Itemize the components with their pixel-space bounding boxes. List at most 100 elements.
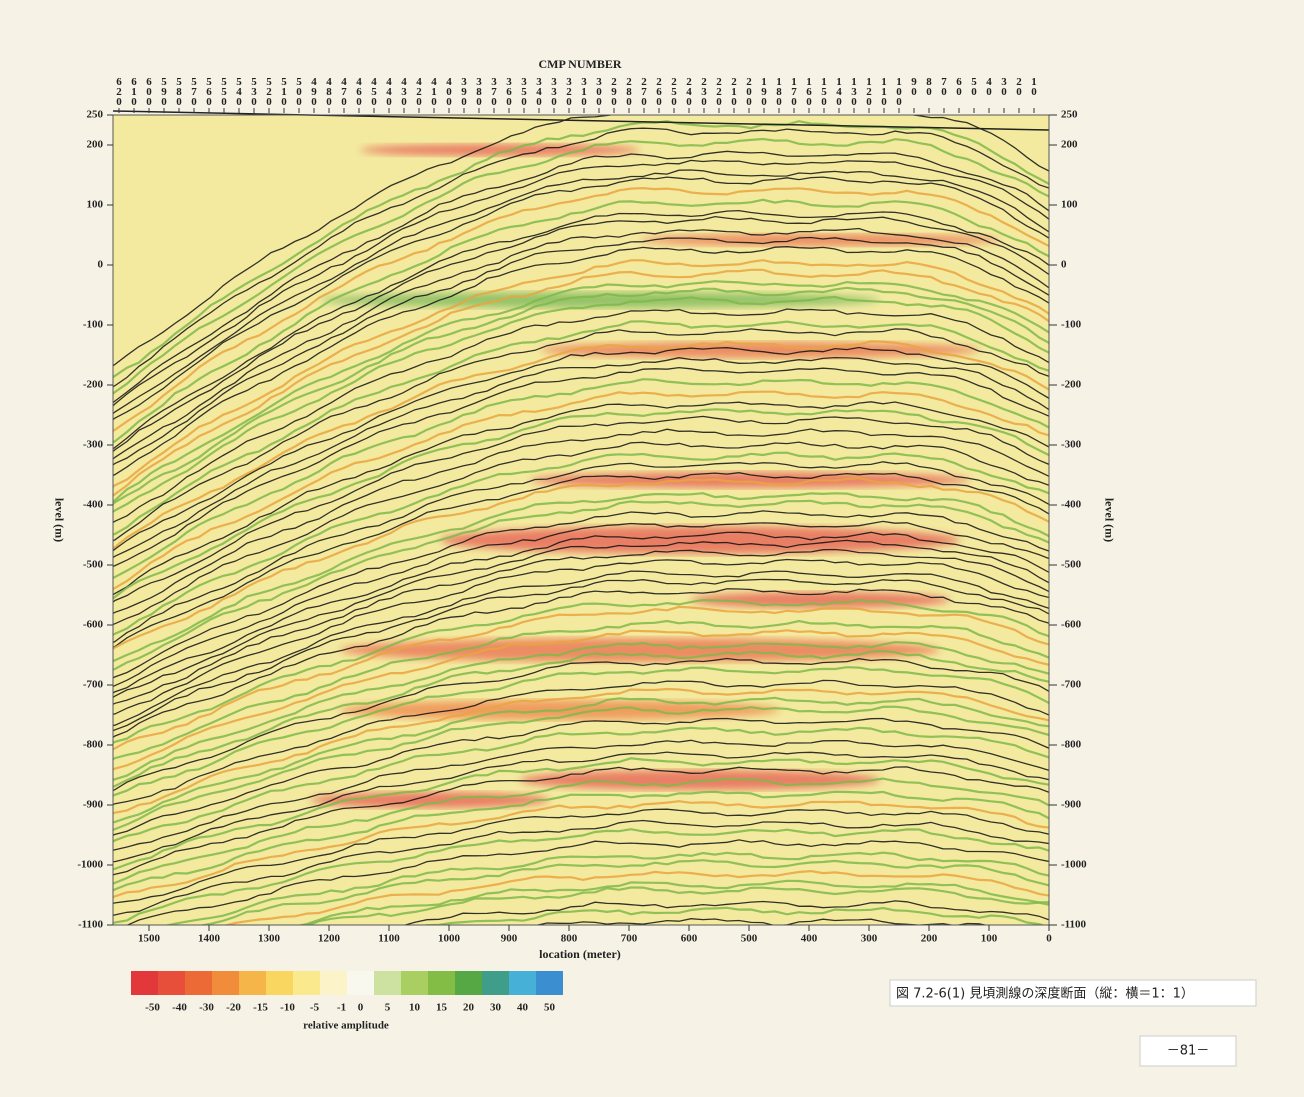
reflector-line (113, 687, 1049, 815)
colorbar-tick-label: 15 (436, 1002, 448, 1014)
reflector-line (113, 408, 1049, 600)
x-tick-label: 600 (681, 933, 698, 945)
reflector-line (113, 441, 1049, 626)
y-tick-label-right: -700 (1061, 679, 1082, 691)
reflector-line (113, 236, 1049, 466)
reflector-line (113, 531, 1049, 694)
reflector-line (163, 851, 1049, 925)
y-tick-label: -400 (83, 499, 104, 511)
reflector-line (113, 679, 1049, 806)
reflector-line (113, 227, 1049, 460)
colorbar-swatch (347, 971, 374, 995)
reflector-line (113, 598, 1049, 745)
y-tick-label-right: -100 (1061, 319, 1082, 331)
reflector-line (113, 356, 1049, 559)
reflector-line (535, 918, 988, 925)
y-tick-label-right: -800 (1061, 739, 1082, 751)
reflector-line (113, 619, 1049, 761)
reflector-line (113, 320, 1049, 536)
y-tick-label-right: -1100 (1061, 919, 1087, 931)
reflector-line (113, 259, 1049, 489)
reflector-line (113, 570, 1049, 727)
x-tick-label: 400 (801, 933, 818, 945)
reflector-line (113, 666, 1049, 797)
y-tick-label: 0 (98, 259, 104, 271)
colorbar-swatch (266, 971, 293, 995)
reflector-line (113, 198, 1049, 444)
x-tick-label: 200 (921, 933, 938, 945)
reflector-line (113, 186, 1049, 433)
colorbar-tick-label: 30 (490, 1002, 502, 1014)
y-tick-label-right: -900 (1061, 799, 1082, 811)
reflector-line (113, 209, 1049, 450)
seismic-texture (113, 115, 1049, 925)
colorbar-swatch (401, 971, 428, 995)
colorbar-tick-label: 50 (544, 1002, 556, 1014)
reflector-line (113, 451, 1049, 637)
reflector-line (113, 169, 1049, 415)
colorbar-tick-label: 20 (463, 1002, 475, 1014)
y-tick-label: -900 (83, 799, 104, 811)
reflector-line (113, 415, 1049, 603)
y-tick-label: -1000 (77, 859, 103, 871)
reflector-line (113, 378, 1049, 579)
reflector-line (113, 757, 1049, 871)
y-tick-label-right: 100 (1061, 199, 1078, 211)
reflector-line (113, 790, 1049, 892)
y-tick-label: -600 (83, 619, 104, 631)
reflector-line (420, 906, 1046, 925)
amplitude-band (640, 234, 1000, 246)
colorbar-tick-label: -5 (310, 1002, 320, 1014)
reflector-line (113, 246, 1049, 477)
x-tick-label: 800 (561, 933, 578, 945)
colorbar-tick-label: -10 (280, 1002, 295, 1014)
colorbar-tick-label: -40 (172, 1002, 187, 1014)
reflector-line (113, 401, 1049, 596)
colorbar-tick-label: 40 (517, 1002, 529, 1014)
reflector-line (113, 629, 1049, 771)
topography-line (112, 110, 1050, 131)
reflector-line (113, 492, 1049, 663)
reflector-line (113, 476, 1049, 651)
reflector-line (113, 558, 1049, 715)
colorbar-swatch (293, 971, 320, 995)
x-tick-label: 100 (981, 933, 998, 945)
reflector-line (305, 886, 1049, 925)
caption-box (889, 979, 1257, 1007)
y-axis-label: level (m) (52, 498, 66, 542)
colorbar-tick-label: -1 (337, 1002, 346, 1014)
figure-caption: 図 7.2-6(1) 見頃測線の深度断面（縦：横＝1：1） (896, 986, 1194, 1002)
colorbar-tick-label: -20 (226, 1002, 241, 1014)
y-tick-label-right: -600 (1061, 619, 1082, 631)
reflector-line (113, 461, 1049, 644)
reflector-line (113, 150, 1049, 404)
cmp-axis-title: CMP NUMBER (539, 57, 622, 71)
reflector-line (113, 472, 1049, 649)
